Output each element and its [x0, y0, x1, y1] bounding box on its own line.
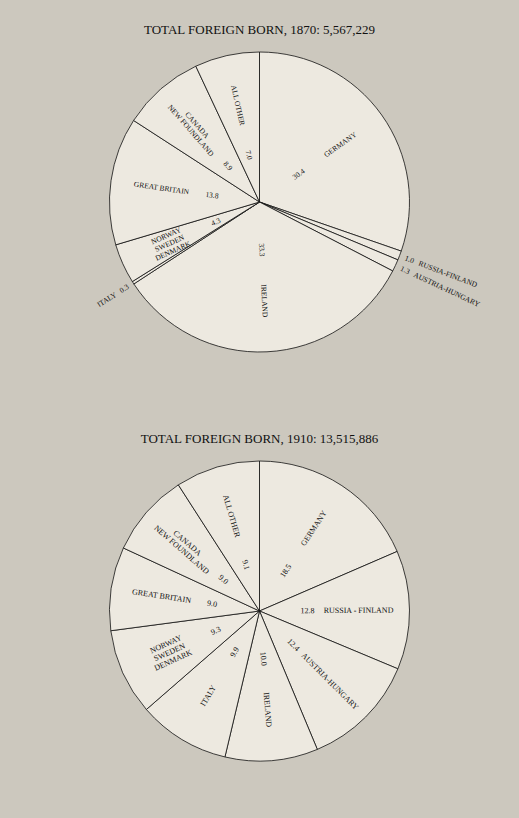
slice-label: GERMANY	[299, 509, 329, 548]
page: {"chart_data": [ {"type": "pie", "title"…	[0, 0, 519, 818]
value-label: 0.3	[118, 282, 131, 295]
chart-title: TOTAL FOREIGN BORN, 1910: 13,515,886	[141, 431, 379, 446]
slice-label: ALL OTHER	[229, 84, 247, 126]
pie-chart: TOTAL FOREIGN BORN, 1910: 13,515,886 GERM…	[109, 431, 409, 761]
wedges	[109, 461, 409, 761]
slice-label: ITALY	[95, 290, 118, 309]
value-label: 30.4	[291, 167, 307, 182]
slice-label: CANADANEW FOUNDLAND	[166, 97, 222, 158]
slice-label: IRELAND	[259, 284, 270, 318]
label-line: DENMARK	[153, 647, 194, 672]
slice-label: AUSTRIA-HUNGARY	[412, 270, 482, 309]
slice-label: GREAT BRITAIN	[133, 180, 190, 197]
value-label: 10.0	[258, 651, 268, 666]
pie-chart: TOTAL FOREIGN BORN, 1870: 5,567,229 GERMA…	[95, 22, 481, 352]
slice-label: AUSTRIA-HUNGARY	[300, 651, 361, 712]
value-label: 13.8	[205, 190, 220, 201]
value-label: 8.9	[221, 159, 234, 172]
chart-title: TOTAL FOREIGN BORN, 1870: 5,567,229	[144, 22, 375, 37]
value-label: 9.3	[209, 625, 222, 637]
value-label: 9.9	[228, 645, 241, 658]
chart-canvas: TOTAL FOREIGN BORN, 1870: 5,567,229 GERMA…	[0, 0, 519, 818]
value-label: 9.1	[240, 559, 251, 571]
wedges	[109, 52, 409, 352]
slice-label: RUSSIA - FINLAND	[324, 606, 394, 615]
value-label: 7.0	[244, 150, 255, 161]
slice-label: IRELAND	[262, 692, 274, 728]
value-label: 1.0	[404, 253, 416, 265]
value-label: 33.3	[257, 243, 267, 257]
slice-label: NORWAYSWEDENDENMARK	[147, 223, 193, 262]
value-label: 9.0	[217, 573, 230, 586]
value-label: 12.4	[285, 637, 301, 653]
slice-label: CANADANEW FOUNDLAND	[153, 516, 218, 575]
slice-label: ALL OTHER	[221, 494, 242, 539]
value-label: 18.5	[278, 563, 293, 580]
label-line: DENMARK	[154, 238, 193, 262]
value-label: 9.0	[206, 599, 217, 609]
label-line: NEW FOUNDLAND	[166, 102, 216, 158]
slice-label: NORWAYSWEDENDENMARK	[145, 631, 193, 672]
slice-labels: GERMANY 18.5 RUSSIA - FINLAND 12.8 AUSTRIA-H…	[132, 494, 394, 728]
value-label: 12.8	[300, 606, 314, 615]
slice-label: GREAT BRITAIN	[132, 587, 192, 605]
value-label: 4.3	[210, 216, 222, 228]
label-line: NEW FOUNDLAND	[153, 523, 212, 576]
pie-wedge	[178, 461, 259, 611]
value-label: 1.3	[399, 264, 412, 276]
slice-labels: GERMANY30.4RUSSIA-FINLAND1.0AUSTRIA-HUNG…	[95, 84, 481, 318]
slice-label: GERMANY	[322, 130, 359, 160]
slice-label: ITALY	[199, 684, 218, 708]
